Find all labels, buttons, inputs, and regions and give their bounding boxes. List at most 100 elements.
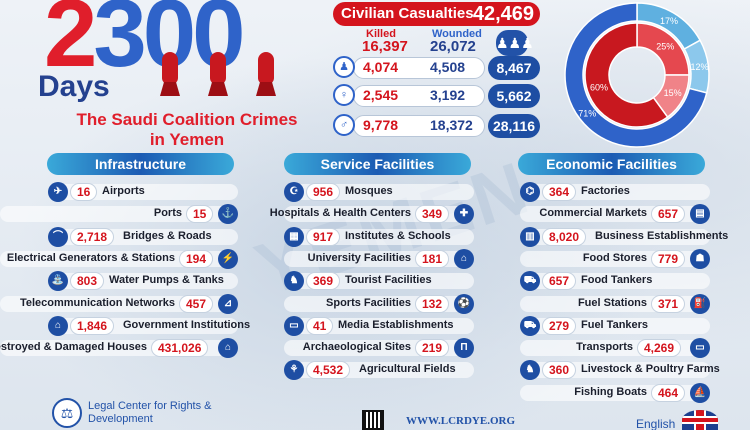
list-item: ⚽ 132 Sports Facilities bbox=[284, 293, 474, 314]
item-value: 279 bbox=[542, 316, 577, 335]
inner-slice bbox=[584, 22, 669, 128]
list-item: ☗ 779 Food Stores bbox=[520, 248, 710, 269]
list-item: ⛟ 657 Food Tankers bbox=[520, 271, 710, 292]
ruins-icon: Π bbox=[454, 338, 474, 359]
item-label: Government Institutions bbox=[123, 318, 251, 331]
website-link[interactable]: WWW.LCRDYE.ORG bbox=[406, 415, 515, 427]
item-value: 132 bbox=[415, 294, 450, 313]
list-item: ⌂ 1,846 Government Institutions bbox=[48, 315, 250, 336]
list-item: ♞ 360 Livestock & Poultry Farms bbox=[520, 360, 720, 381]
house-icon: ⌂ bbox=[218, 338, 238, 359]
list-item: ⛽ 371 Fuel Stations bbox=[520, 293, 710, 314]
outer-slice-label: 71% bbox=[578, 109, 596, 119]
bridge-icon: ⌒ bbox=[48, 226, 68, 247]
item-value: 364 bbox=[542, 183, 577, 201]
list-item: ⚡ 194 Electrical Generators & Stations bbox=[0, 248, 238, 269]
item-value: 657 bbox=[651, 205, 686, 224]
language-label[interactable]: English bbox=[636, 417, 676, 430]
page-subtitle: The Saudi Coalition Crimes in Yemen bbox=[76, 110, 298, 149]
item-label: Institutes & Schools bbox=[345, 229, 451, 242]
bus-icon: ▭ bbox=[690, 338, 710, 359]
item-label: Transports bbox=[576, 341, 633, 354]
killed-label: Killed bbox=[366, 28, 396, 40]
antenna-icon: ⊿ bbox=[218, 293, 238, 314]
item-value: 360 bbox=[542, 361, 577, 380]
item-value: 181 bbox=[415, 249, 450, 268]
item-label: Agricultural Fields bbox=[359, 363, 456, 376]
list-item: ⌬ 364 Factories bbox=[520, 182, 710, 202]
wounded-label: Wounded bbox=[432, 28, 482, 40]
item-value: 349 bbox=[415, 205, 450, 224]
casualties-donut-chart: 17% 12% 71% 25% 15% 60% bbox=[564, 2, 710, 148]
outer-slice-label: 17% bbox=[660, 16, 678, 26]
uk-flag-icon[interactable] bbox=[682, 410, 718, 430]
item-value: 16 bbox=[70, 183, 98, 201]
item-value: 956 bbox=[306, 183, 341, 201]
hospital-icon: ✚ bbox=[454, 204, 474, 225]
item-label: Electrical Generators & Stations bbox=[6, 251, 175, 264]
item-label: University Facilities bbox=[307, 251, 411, 264]
list-item: ▦ 917 Institutes & Schools bbox=[284, 226, 474, 247]
store-icon: ☗ bbox=[690, 248, 710, 269]
list-item: ▥ 8,020 Business Establishments bbox=[520, 226, 728, 247]
killed-total: 16,397 bbox=[362, 38, 408, 55]
item-value: 4,269 bbox=[637, 339, 682, 358]
boat-icon: ⛵ bbox=[690, 382, 710, 403]
list-item: ✚ 349 Hospitals & Health Centers bbox=[270, 204, 474, 225]
item-label: Sports Facilities bbox=[326, 296, 411, 309]
list-item: ⌂ 181 University Facilities bbox=[284, 248, 474, 269]
graduation-cap-icon: ⌂ bbox=[454, 248, 474, 269]
casualty-row-women: ♀ 2,545 3,192 5,662 bbox=[333, 84, 540, 108]
item-value: 371 bbox=[651, 294, 686, 313]
section-header-economic: Economic Facilities bbox=[518, 153, 705, 175]
item-value: 41 bbox=[306, 316, 334, 335]
item-label: Destroyed & Damaged Houses bbox=[0, 341, 147, 354]
item-value: 2,718 bbox=[70, 227, 115, 246]
list-item: ♞ 369 Tourist Facilities bbox=[284, 271, 474, 292]
list-item: ⚘ 4,532 Agricultural Fields bbox=[284, 360, 474, 381]
item-value: 803 bbox=[70, 272, 105, 291]
item-label: Tourist Facilities bbox=[345, 274, 432, 287]
casualty-row-children: ♟ 4,074 4,508 8,467 bbox=[333, 56, 540, 80]
item-label: Fuel Tankers bbox=[581, 318, 649, 331]
children-icon: ♟ bbox=[333, 56, 355, 78]
bomb-icon bbox=[256, 52, 276, 98]
item-label: Fishing Boats bbox=[574, 385, 647, 398]
scales-of-justice-logo-icon: ⚖ bbox=[52, 398, 82, 428]
list-item: ⊿ 457 Telecommunication Networks bbox=[0, 293, 238, 314]
mosque-icon: ☪ bbox=[284, 182, 304, 202]
list-item: ⚓ 15 Ports bbox=[0, 204, 238, 225]
list-item: ☪ 956 Mosques bbox=[284, 182, 474, 202]
item-value: 15 bbox=[186, 205, 214, 224]
item-value: 464 bbox=[651, 383, 686, 402]
outer-slice bbox=[564, 2, 708, 148]
tanker-icon: ⛟ bbox=[520, 315, 540, 336]
tower-icon: ⚡ bbox=[218, 248, 238, 269]
item-label: Factories bbox=[581, 185, 630, 197]
organization-name: Legal Center for Rights & Development bbox=[88, 400, 212, 425]
casualties-total: 42,469 bbox=[472, 3, 534, 25]
truck-icon: ⛟ bbox=[520, 271, 540, 292]
list-item: ⛟ 279 Fuel Tankers bbox=[520, 315, 710, 336]
days-word: Days bbox=[38, 70, 110, 103]
item-label: Ports bbox=[153, 207, 182, 220]
item-label: Mosques bbox=[345, 185, 393, 197]
inner-slice-label: 60% bbox=[590, 82, 608, 92]
bomb-icon bbox=[160, 52, 180, 98]
outer-slice-label: 12% bbox=[690, 62, 708, 72]
item-value: 779 bbox=[651, 249, 686, 268]
item-value: 8,020 bbox=[542, 227, 587, 246]
factory-icon: ⌬ bbox=[520, 182, 540, 202]
list-item: ⌒ 2,718 Bridges & Roads bbox=[48, 226, 238, 247]
rooster-icon: ♞ bbox=[520, 360, 540, 381]
item-label: Hospitals & Health Centers bbox=[269, 207, 411, 220]
woman-icon: ♀ bbox=[333, 84, 355, 106]
section-header-infrastructure: Infrastructure bbox=[47, 153, 234, 175]
item-label: Telecommunication Networks bbox=[19, 296, 175, 309]
market-icon: ▤ bbox=[690, 204, 710, 225]
family-icon: ♟♟♟ bbox=[496, 30, 534, 56]
item-label: Commercial Markets bbox=[539, 207, 647, 220]
list-item: ⛵ 464 Fishing Boats bbox=[520, 382, 710, 403]
item-value: 194 bbox=[179, 249, 214, 268]
item-label: Business Establishments bbox=[595, 229, 729, 242]
